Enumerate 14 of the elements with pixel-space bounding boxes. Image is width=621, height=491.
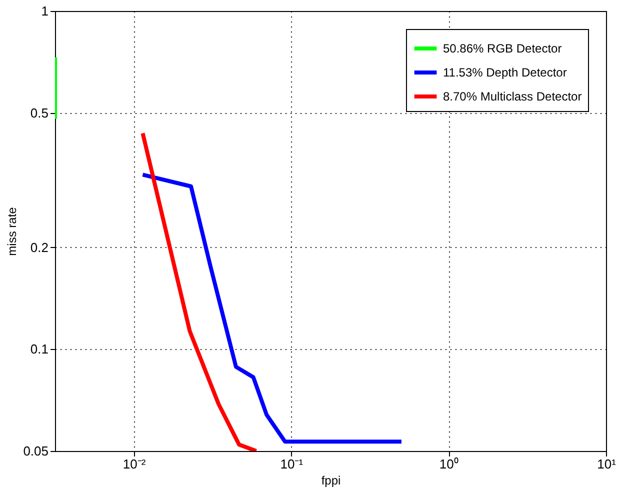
x-tick-label: 10⁰ [439, 456, 459, 472]
legend-label: 50.86% RGB Detector [443, 42, 562, 56]
legend-label: 11.53% Depth Detector [443, 66, 567, 80]
y-tick-label: 0.1 [30, 342, 48, 357]
x-axis-title: fppi [321, 474, 341, 488]
x-tick-label: 10⁻² [122, 456, 146, 472]
x-tick-label: 10⁻¹ [280, 456, 304, 472]
y-tick-label: 0.05 [23, 444, 48, 458]
y-tick-label: 0.5 [30, 105, 48, 120]
y-tick-label: 1 [41, 4, 48, 18]
y-axis-title: miss rate [5, 206, 20, 256]
y-tick-label: 0.2 [30, 240, 48, 255]
legend-label: 8.70% Multiclass Detector [443, 90, 582, 104]
x-tick-label: 10¹ [597, 456, 617, 472]
